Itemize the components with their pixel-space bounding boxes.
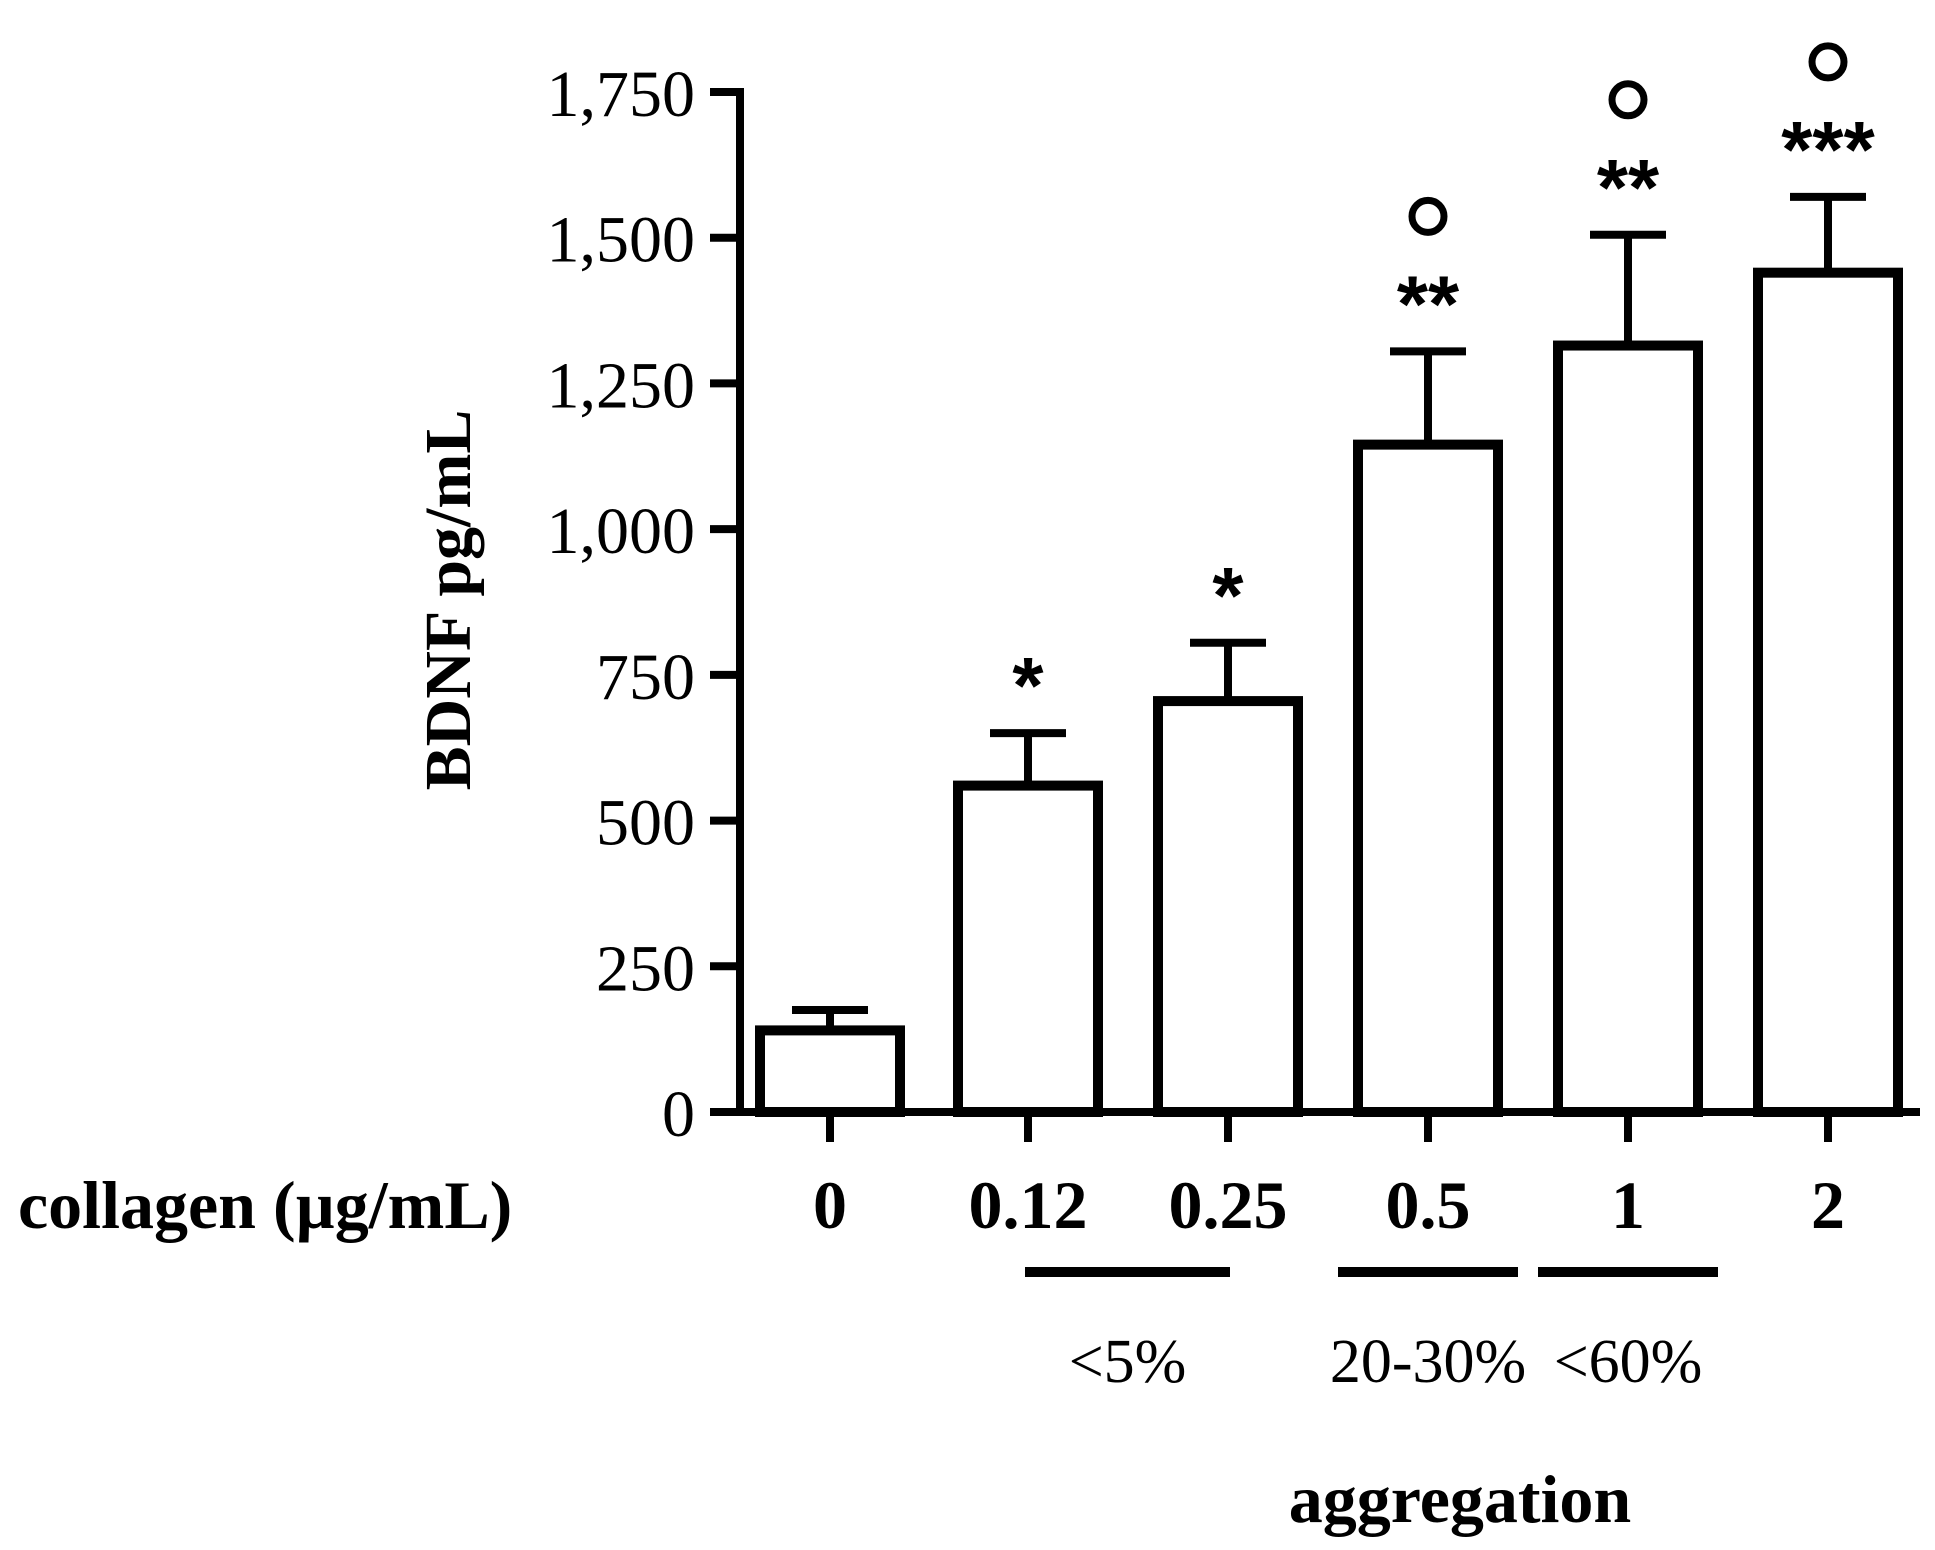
aggregation-label: <5% <box>1069 1328 1187 1396</box>
aggregation-title: aggregation <box>1289 1461 1632 1537</box>
bar <box>953 780 1103 1117</box>
x-axis-label: collagen (µg/mL) <box>18 1167 512 1243</box>
bar <box>1753 267 1903 1117</box>
significance-stars: * <box>1212 551 1244 640</box>
bar <box>755 1025 905 1118</box>
y-tick-label: 1,500 <box>547 204 696 277</box>
significance-stars: * <box>1012 641 1044 730</box>
significance-stars: ** <box>1397 259 1460 348</box>
y-tick-label: 1,750 <box>547 58 696 131</box>
x-tick-label: 0.5 <box>1386 1167 1471 1243</box>
bar <box>1153 696 1303 1117</box>
circle-marker <box>1408 196 1448 236</box>
x-tick-label: 0.25 <box>1169 1167 1288 1243</box>
y-tick-label: 750 <box>596 641 695 714</box>
x-axis: 0 0.12 0.25 0.5 1 2 <box>736 1108 1920 1243</box>
bar <box>1553 340 1703 1117</box>
x-tick-label: 0.12 <box>969 1167 1088 1243</box>
y-axis-label: BDNF pg/mL <box>412 410 485 791</box>
bar <box>1353 439 1503 1117</box>
aggregation-groups: <5% 20-30% <60% <box>1025 1267 1718 1396</box>
annotations: ****** *** <box>1012 42 1876 730</box>
bars <box>755 192 1903 1118</box>
aggregation-label: 20-30% <box>1330 1328 1526 1396</box>
y-tick-label: 0 <box>662 1078 695 1151</box>
y-tick-label: 250 <box>596 932 695 1005</box>
aggregation-label: <60% <box>1554 1328 1703 1396</box>
x-tick-label: 0 <box>813 1167 847 1243</box>
y-axis: 0 250 500 750 1,000 1,250 1,500 1,750 <box>547 58 744 1151</box>
x-tick-label: 1 <box>1611 1167 1645 1243</box>
circle-marker <box>1608 80 1648 120</box>
y-tick-label: 500 <box>596 787 695 860</box>
circle-marker <box>1808 42 1848 82</box>
y-tick-label: 1,250 <box>547 349 696 422</box>
y-tick-label: 1,000 <box>547 495 696 568</box>
significance-stars: ** <box>1597 143 1660 232</box>
x-tick-label: 2 <box>1811 1167 1845 1243</box>
significance-stars: *** <box>1781 105 1875 194</box>
